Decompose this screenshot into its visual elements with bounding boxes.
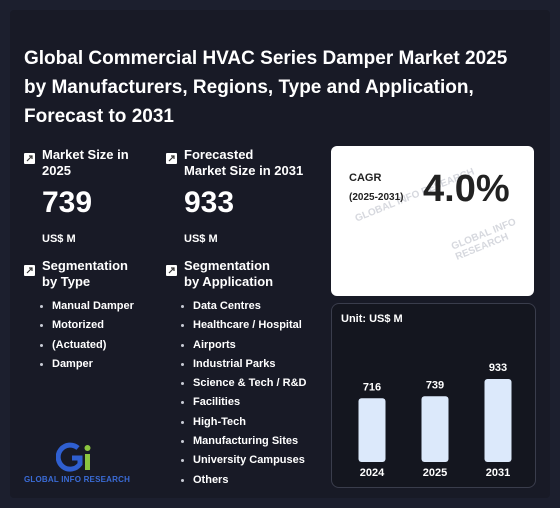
x-tick-label: 2024 (360, 467, 385, 479)
market-size-label: Market Size in 2025 (42, 147, 129, 178)
logo-text: GLOBAL INFO RESEARCH (24, 475, 131, 484)
bar-2025 (421, 396, 449, 462)
list-item: Others (181, 471, 307, 490)
list-item: University Campuses (181, 451, 307, 470)
list-item: Damper (40, 355, 134, 374)
x-tick-label: 2031 (486, 467, 510, 479)
chart-unit-label: Unit: US$ M (341, 313, 403, 325)
forecast-size-label: Forecasted Market Size in 2031 (184, 147, 304, 178)
list-item: (Actuated) (40, 336, 134, 355)
external-link-icon (24, 153, 35, 164)
page-title: Global Commercial HVAC Series Damper Mar… (24, 48, 508, 127)
list-item: Healthcare / Hospital (181, 316, 307, 335)
external-link-icon (166, 153, 177, 164)
bar-2031 (484, 379, 512, 462)
bar-chart: 716 2024 739 2025 933 2031 (358, 362, 512, 479)
bar-value-label: 716 (363, 381, 381, 393)
list-item: Data Centres (181, 297, 307, 316)
list-item: High-Tech (181, 413, 307, 432)
segment-application-label: Segmentation by Application (184, 258, 274, 289)
list-item: Manual Damper (40, 297, 134, 316)
list-item: Science & Tech / R&D (181, 374, 307, 393)
cagr-value: 4.0% (423, 168, 510, 210)
x-tick-label: 2025 (423, 467, 447, 479)
bar-value-label: 739 (426, 379, 444, 391)
forecast-size-value: 933 (184, 186, 235, 219)
external-link-icon (166, 265, 177, 276)
global-info-research-logo (56, 442, 91, 472)
segment-type-label: Segmentation by Type (42, 258, 128, 289)
list-item: Airports (181, 336, 307, 355)
cagr-years: (2025-2031) (349, 192, 404, 203)
segment-application-list: Data Centres Healthcare / Hospital Airpo… (181, 297, 307, 490)
list-item: Industrial Parks (181, 355, 307, 374)
cagr-panel: GLOBAL INFO RESEARCH GLOBAL INFO RESEARC… (331, 146, 534, 296)
segment-type-list: Manual Damper Motorized (Actuated) Dampe… (40, 297, 134, 374)
list-item: Manufacturing Sites (181, 432, 307, 451)
market-size-value: 739 (42, 186, 93, 219)
watermark: GLOBAL INFO RESEARCH (449, 216, 518, 263)
forecast-size-unit: US$ M (184, 233, 218, 245)
list-item: Motorized (40, 316, 134, 335)
list-item: Facilities (181, 393, 307, 412)
bar-value-label: 933 (489, 362, 507, 374)
market-size-unit: US$ M (42, 233, 76, 245)
external-link-icon (24, 265, 35, 276)
cagr-label: CAGR (349, 172, 382, 184)
bar-chart-panel: Unit: US$ M 716 2024 739 2025 933 2031 (331, 303, 536, 488)
bar-2024 (358, 398, 386, 462)
